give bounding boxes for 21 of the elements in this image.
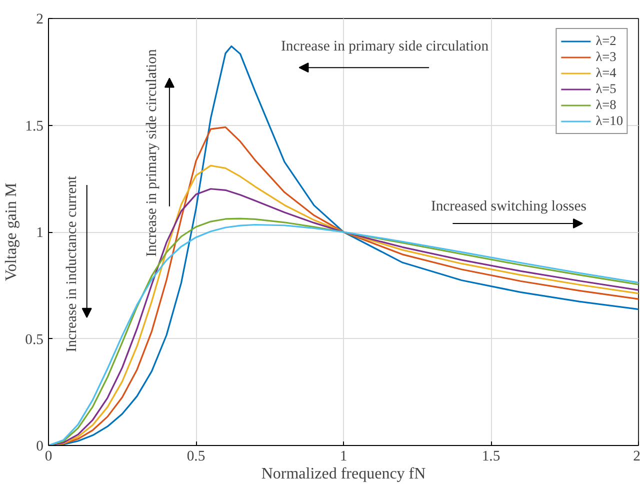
y-tick-label: 0.5 bbox=[25, 332, 44, 348]
y-tick-label: 1.5 bbox=[25, 118, 44, 134]
legend-label: λ=10 bbox=[596, 113, 623, 129]
annotation: Increase in inductance current bbox=[64, 176, 80, 352]
y-tick-label: 2 bbox=[36, 12, 44, 28]
legend-label: λ=4 bbox=[596, 65, 616, 81]
y-axis-title: Voltage gain M bbox=[3, 182, 20, 282]
annotation: Increased switching losses bbox=[430, 198, 587, 214]
x-tick-label: 1 bbox=[340, 448, 348, 464]
legend-label: λ=2 bbox=[596, 33, 616, 49]
annotation: Increase in primary side circulation bbox=[281, 38, 490, 54]
legend-label: λ=3 bbox=[596, 49, 616, 65]
x-tick-label: 0.5 bbox=[186, 448, 206, 464]
annotation: Increase in primary side circulation bbox=[144, 48, 160, 257]
legend-label: λ=8 bbox=[596, 97, 616, 113]
y-tick-label: 0 bbox=[36, 438, 44, 454]
x-tick-label: 1.5 bbox=[482, 448, 500, 464]
legend-label: λ=5 bbox=[596, 81, 616, 97]
y-tick-label: 1 bbox=[36, 225, 44, 241]
x-tick-label: 2 bbox=[633, 448, 640, 464]
x-axis-title: Normalized frequency fN bbox=[261, 466, 426, 482]
